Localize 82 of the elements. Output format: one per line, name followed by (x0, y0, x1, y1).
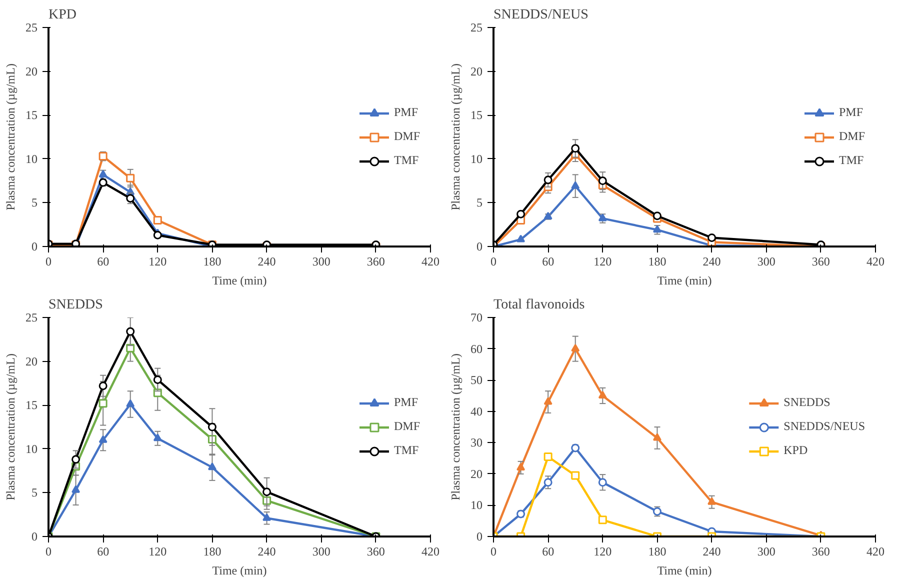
x-tick-label: 60 (97, 544, 110, 558)
x-tick-label: 300 (312, 544, 330, 558)
x-tick-label: 180 (203, 544, 222, 558)
y-axis-title: Plasma concentration (µg/mL) (448, 64, 462, 210)
y-axis-title: Plasma concentration (µg/mL) (4, 354, 18, 500)
legend-label: PMF (394, 395, 418, 410)
y-tick-label: 15 (470, 108, 482, 122)
x-tick-label: 0 (490, 544, 496, 558)
y-tick-label: 5 (32, 486, 38, 500)
y-tick-label: 60 (470, 342, 482, 356)
chart-title: Total flavonoids (494, 298, 585, 312)
chart-title: KPD (48, 8, 77, 22)
y-tick-label: 5 (32, 196, 38, 210)
y-tick-label: 10 (26, 442, 38, 456)
x-tick-label: 0 (46, 254, 52, 268)
x-tick-label: 60 (97, 254, 110, 268)
legend-label: TMF (394, 153, 419, 168)
x-tick-label: 120 (148, 544, 167, 558)
x-axis-title: Time (min) (657, 274, 712, 288)
y-tick-label: 30 (470, 436, 482, 450)
y-tick-label: 0 (32, 240, 38, 254)
legend-label: PMF (394, 105, 418, 120)
chart-title: SNEDDS (48, 298, 103, 312)
legend-label: SNEDDS/NEUS (784, 419, 865, 434)
legend-label: SNEDDS (784, 395, 830, 410)
y-tick-label: 40 (470, 404, 482, 418)
y-tick-label: 50 (470, 373, 482, 388)
x-tick-label: 360 (366, 544, 385, 558)
y-tick-label: 15 (26, 398, 38, 412)
y-axis-title: Plasma concentration (µg/mL) (448, 354, 462, 500)
y-tick-label: 10 (26, 152, 38, 166)
y-axis-title: Plasma concentration (µg/mL) (4, 64, 18, 210)
y-tick-label: 5 (476, 196, 482, 210)
x-tick-label: 180 (203, 254, 222, 268)
y-tick-label: 70 (470, 310, 482, 324)
y-tick-label: 20 (26, 64, 38, 78)
x-axis-title: Time (min) (212, 564, 267, 578)
y-tick-label: 0 (476, 530, 482, 544)
legend-label: DMF (394, 419, 420, 434)
y-tick-label: 10 (470, 498, 482, 512)
x-tick-label: 60 (542, 544, 554, 558)
legend-label: DMF (394, 129, 420, 144)
y-tick-label: 25 (26, 20, 38, 34)
x-axis-title: Time (min) (212, 274, 267, 288)
x-tick-label: 420 (866, 544, 884, 558)
x-tick-label: 120 (594, 254, 612, 268)
y-tick-label: 0 (32, 530, 38, 544)
x-axis-title: Time (min) (657, 564, 712, 578)
x-tick-label: 240 (258, 254, 276, 268)
y-tick-label: 20 (470, 466, 482, 481)
x-tick-label: 420 (866, 254, 884, 268)
x-tick-label: 0 (490, 254, 496, 268)
x-tick-label: 180 (648, 544, 666, 558)
x-tick-label: 180 (648, 254, 666, 268)
x-tick-label: 60 (542, 254, 554, 268)
x-tick-label: 360 (812, 544, 830, 558)
legend-label: KPD (784, 443, 808, 458)
legend-label: DMF (838, 129, 865, 144)
x-tick-label: 120 (148, 254, 167, 268)
x-tick-label: 300 (312, 254, 330, 268)
y-tick-label: 0 (476, 240, 482, 254)
x-tick-label: 0 (46, 544, 52, 558)
x-tick-label: 120 (594, 544, 612, 558)
y-tick-label: 20 (470, 64, 482, 78)
x-tick-label: 420 (422, 544, 440, 558)
x-tick-label: 240 (258, 544, 276, 558)
legend-label: TMF (838, 153, 864, 168)
x-tick-label: 360 (812, 254, 830, 268)
x-tick-label: 300 (757, 544, 776, 558)
legend-label: PMF (838, 105, 864, 120)
y-tick-label: 25 (26, 310, 38, 324)
y-tick-label: 20 (26, 354, 38, 368)
x-tick-label: 300 (757, 254, 776, 268)
y-tick-label: 25 (470, 20, 482, 34)
x-tick-label: 420 (422, 254, 440, 268)
y-tick-label: 15 (26, 108, 38, 122)
chart-title: SNEDDS/NEUS (494, 8, 588, 22)
legend-label: TMF (394, 443, 419, 458)
x-tick-label: 240 (702, 544, 721, 558)
x-tick-label: 240 (702, 254, 721, 268)
y-tick-label: 10 (470, 152, 482, 166)
x-tick-label: 360 (366, 254, 385, 268)
